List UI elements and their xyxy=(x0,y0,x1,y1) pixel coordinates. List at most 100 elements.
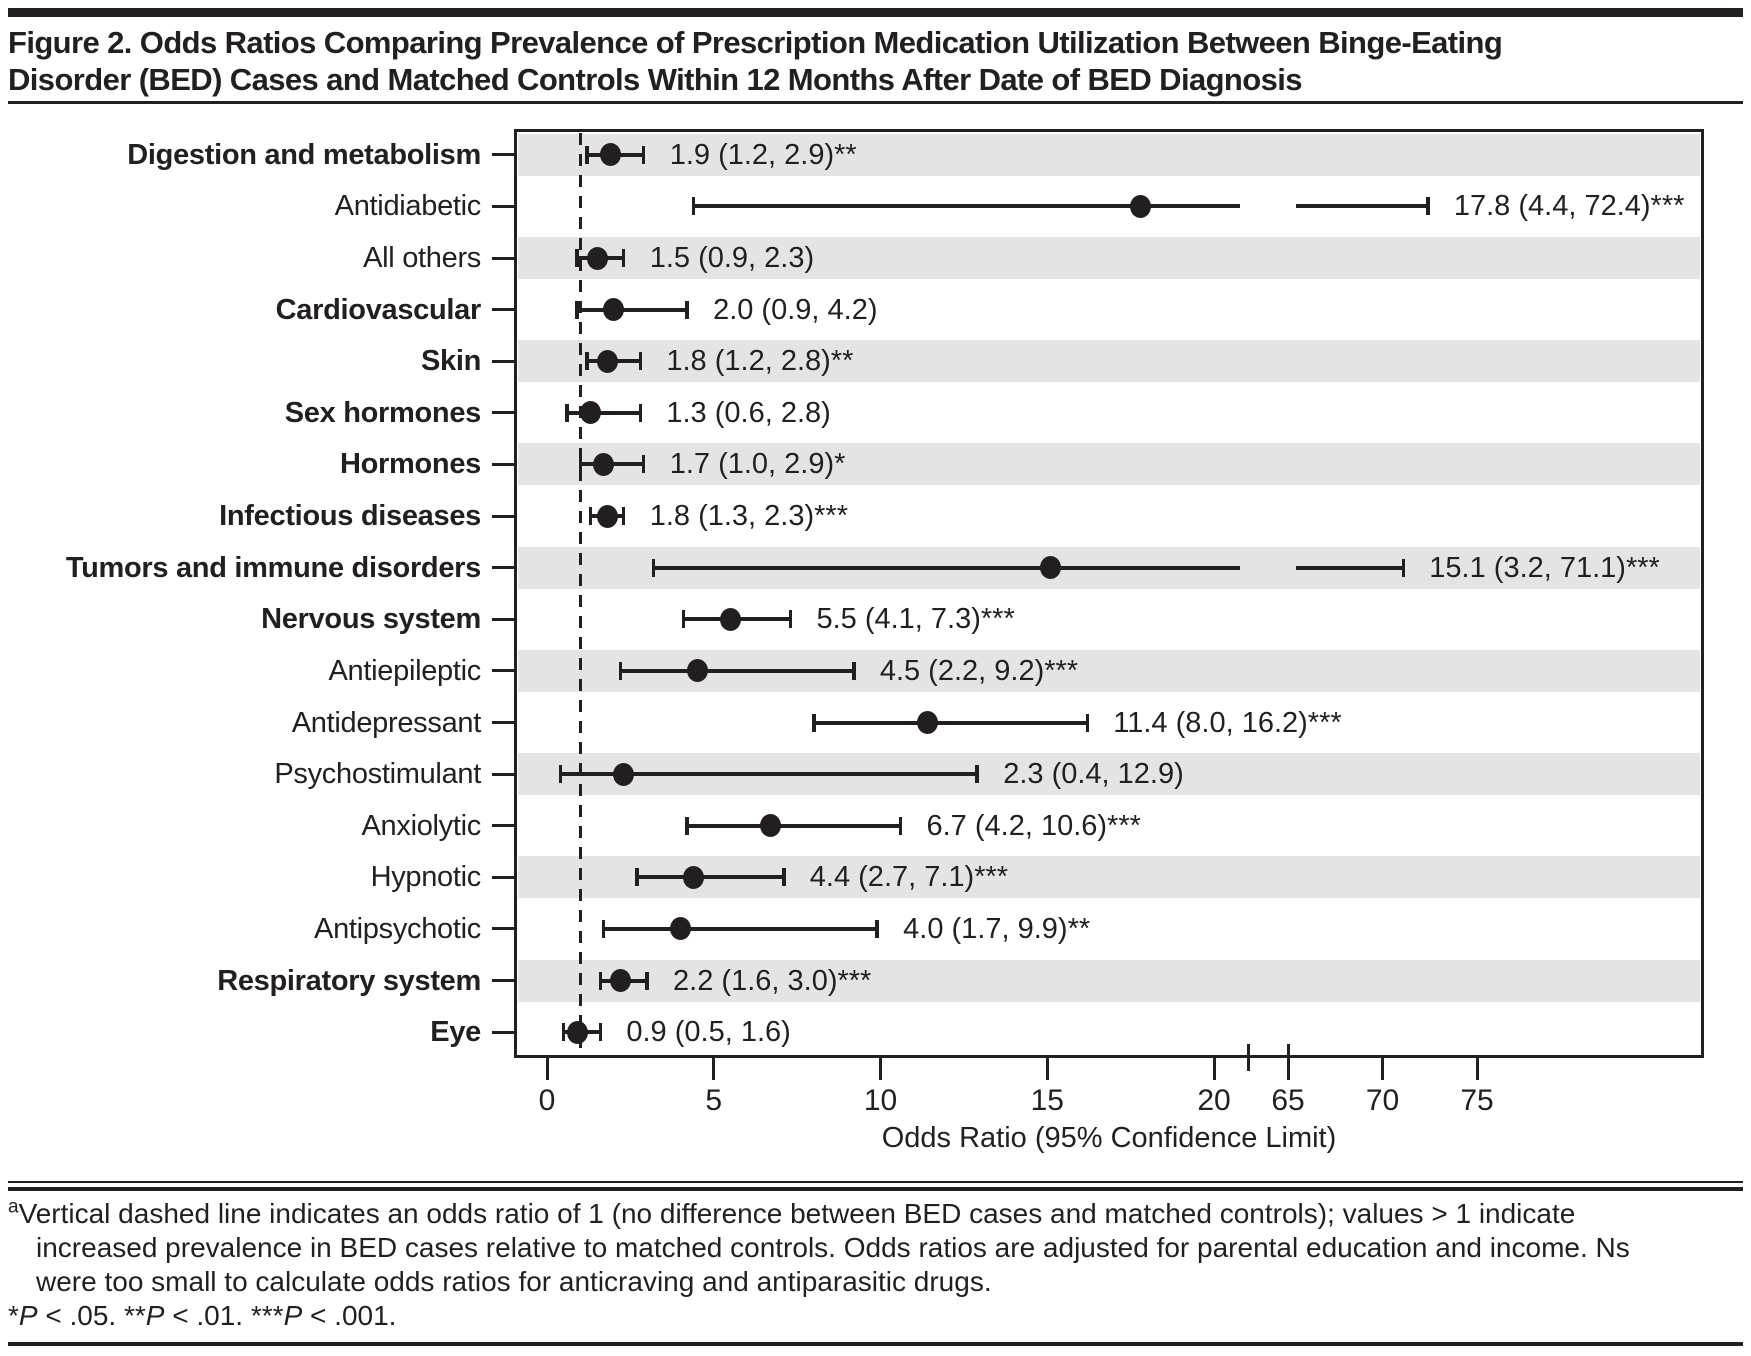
bottom-rule xyxy=(8,1342,1743,1346)
estimate-label: 2.3 (0.4, 12.9) xyxy=(1003,758,1184,791)
category-label: Antiepileptic xyxy=(328,654,482,687)
estimate-label: 4.0 (1.7, 9.9)** xyxy=(903,912,1091,945)
x-axis-tick-label: 10 xyxy=(863,1084,898,1117)
category-label: Anxiolytic xyxy=(361,809,482,842)
error-bar-cap xyxy=(638,352,643,371)
error-bar xyxy=(687,823,901,828)
x-axis-tick-label: 5 xyxy=(705,1084,723,1117)
error-bar-cap xyxy=(575,300,579,319)
p-symbol: P xyxy=(18,1300,38,1331)
error-bar-cap xyxy=(685,300,689,319)
footnote: aVertical dashed line indicates an odds … xyxy=(8,1197,1748,1333)
row-band xyxy=(518,443,1700,486)
significance-text: < .01. *** xyxy=(164,1300,284,1331)
error-bar-cap xyxy=(641,145,646,164)
point-estimate-dot xyxy=(719,607,741,631)
error-bar xyxy=(1296,565,1404,570)
p-symbol: P xyxy=(283,1300,303,1331)
error-bar-cap xyxy=(645,971,649,990)
point-estimate-dot xyxy=(603,298,625,322)
axis-break-mark xyxy=(1246,1044,1250,1071)
x-axis-tick xyxy=(879,1058,882,1080)
category-label: Antidepressant xyxy=(291,706,482,739)
error-bar-cap xyxy=(782,868,786,887)
estimate-label: 0.9 (0.5, 1.6) xyxy=(626,1016,791,1049)
category-label: Psychostimulant xyxy=(274,758,481,791)
error-bar xyxy=(603,926,878,931)
point-estimate-dot xyxy=(916,711,938,735)
error-bar-cap xyxy=(691,197,696,216)
estimate-label: 2.2 (1.6, 3.0)*** xyxy=(673,964,872,997)
y-axis-tick xyxy=(492,875,514,879)
top-rule-bar xyxy=(8,8,1743,17)
y-axis-tick xyxy=(492,979,514,983)
y-axis-tick xyxy=(492,514,514,518)
error-bar-cap xyxy=(588,507,593,526)
significance-text: < .001. xyxy=(302,1300,397,1331)
error-bar-cap xyxy=(565,403,569,422)
row-band xyxy=(518,237,1700,280)
estimate-label: 1.7 (1.0, 2.9)* xyxy=(669,448,846,481)
error-bar xyxy=(567,410,641,415)
x-axis-tick-label: 75 xyxy=(1460,1084,1494,1117)
row-band xyxy=(518,959,1700,1002)
estimate-label: 5.5 (4.1, 7.3)*** xyxy=(816,603,1015,636)
error-bar-cap xyxy=(852,661,856,680)
point-estimate-dot xyxy=(669,917,691,941)
category-label: Hormones xyxy=(339,448,481,481)
footnote-line-1-text: Vertical dashed line indicates an odds r… xyxy=(18,1198,1576,1229)
error-bar-cap xyxy=(788,610,793,629)
y-axis-tick xyxy=(492,669,514,673)
point-estimate-dot xyxy=(683,865,705,889)
estimate-label: 1.8 (1.3, 2.3)*** xyxy=(649,500,848,533)
category-label: Skin xyxy=(420,345,481,378)
error-bar-cap xyxy=(561,1023,566,1042)
error-bar-cap xyxy=(598,971,603,990)
point-estimate-dot xyxy=(613,762,635,786)
x-axis-tick xyxy=(1381,1058,1384,1080)
footnote-line-1: aVertical dashed line indicates an odds … xyxy=(8,1197,1748,1231)
y-axis-tick xyxy=(492,153,514,157)
x-axis-tick-label: 15 xyxy=(1030,1084,1064,1117)
estimate-label: 1.3 (0.6, 2.8) xyxy=(666,396,831,429)
error-bar-cap xyxy=(812,713,816,732)
estimate-label: 1.8 (1.2, 2.8)** xyxy=(666,345,854,378)
figure-title-line-2: Disorder (BED) Cases and Matched Control… xyxy=(8,62,1303,97)
point-estimate-dot xyxy=(596,349,618,373)
category-label: Infectious diseases xyxy=(219,500,481,533)
error-bar xyxy=(693,204,1240,209)
p-symbol: P xyxy=(145,1300,165,1331)
footnote-line-2: increased prevalence in BED cases relati… xyxy=(36,1232,1630,1263)
error-bar-cap xyxy=(585,352,589,371)
estimate-label: 15.1 (3.2, 71.1)*** xyxy=(1429,551,1660,584)
estimate-label: 4.4 (2.7, 7.1)*** xyxy=(809,861,1009,894)
y-axis-tick xyxy=(492,411,514,415)
error-bar-cap xyxy=(635,868,639,887)
point-estimate-dot xyxy=(609,969,631,993)
error-bar xyxy=(560,772,978,777)
point-estimate-dot xyxy=(586,246,608,270)
point-estimate-dot xyxy=(686,659,708,683)
estimate-label: 4.5 (2.2, 9.2)*** xyxy=(879,654,1079,687)
footnote-top-rule-thin xyxy=(8,1181,1743,1183)
error-bar-cap xyxy=(1401,558,1406,577)
error-bar-cap xyxy=(975,765,979,784)
error-bar-cap xyxy=(898,816,903,835)
point-estimate-dot xyxy=(759,814,781,838)
footnote-line-3: were too small to calculate odds ratios … xyxy=(36,1266,992,1297)
error-bar-cap xyxy=(875,919,879,938)
error-bar-cap xyxy=(621,249,626,268)
estimate-label: 2.0 (0.9, 4.2) xyxy=(713,293,878,326)
point-estimate-dot xyxy=(599,143,621,167)
y-axis-tick xyxy=(492,566,514,570)
estimate-label: 1.5 (0.9, 2.3) xyxy=(649,242,815,275)
error-bar xyxy=(637,875,784,880)
error-bar-cap xyxy=(685,816,689,835)
x-axis-tick-label: 0 xyxy=(538,1084,556,1117)
error-bar-cap xyxy=(1085,713,1090,732)
error-bar-cap xyxy=(621,507,626,526)
x-axis-tick xyxy=(1045,1058,1049,1080)
point-estimate-dot xyxy=(566,1020,588,1044)
row-band xyxy=(518,133,1700,176)
